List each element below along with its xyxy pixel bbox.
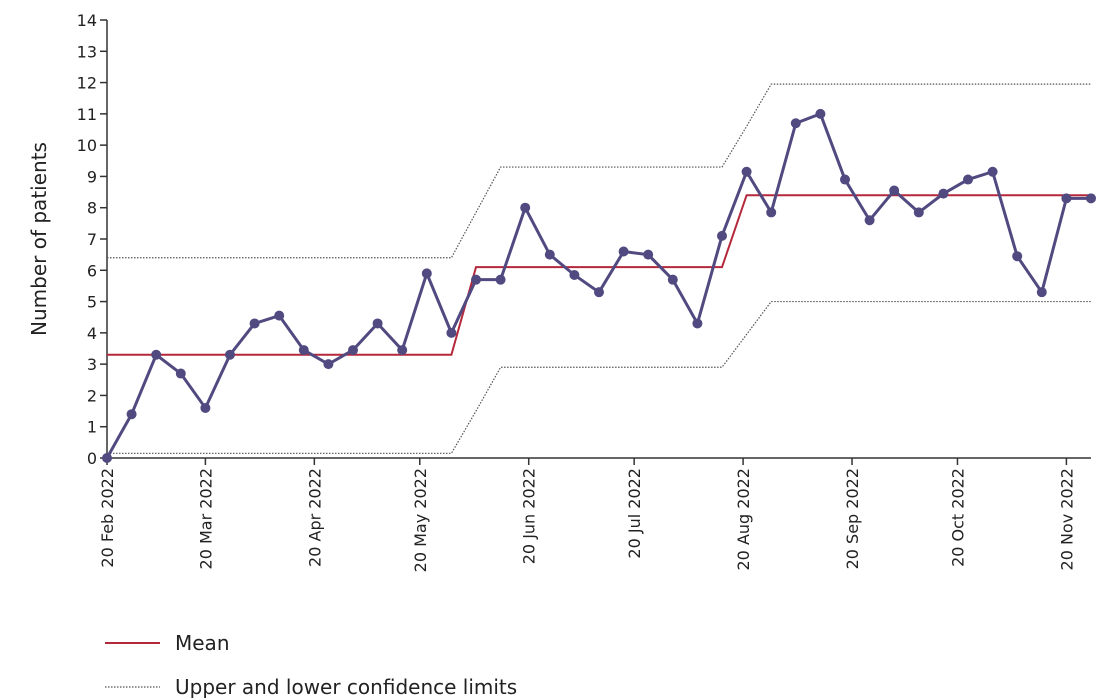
data-point	[889, 185, 900, 196]
data-point	[643, 249, 654, 260]
mean-line	[107, 194, 1091, 356]
data-point	[274, 310, 285, 321]
y-tick-label: 9	[87, 167, 97, 186]
y-tick-label: 11	[77, 105, 97, 124]
y-tick-label: 1	[87, 418, 97, 437]
data-point	[1036, 287, 1047, 298]
x-tick-label: 20 Feb 2022	[98, 468, 117, 568]
data-point	[372, 318, 383, 329]
data-point	[151, 349, 162, 360]
data-point	[249, 318, 260, 329]
data-point	[471, 274, 481, 285]
data-point	[987, 166, 998, 177]
data-point	[544, 249, 555, 260]
data-point	[200, 402, 211, 413]
y-tick-label: 0	[87, 449, 97, 468]
y-axis-label: Number of patients	[27, 142, 51, 336]
y-tick-label: 2	[87, 386, 97, 405]
data-point	[225, 349, 235, 360]
y-tick-label: 13	[77, 42, 97, 61]
y-tick-label: 7	[87, 230, 97, 249]
x-tick-label: 20 Oct 2022	[948, 468, 967, 567]
x-tick-label: 20 Apr 2022	[305, 468, 324, 567]
y-tick-label: 14	[77, 11, 97, 30]
x-tick-label: 20 Aug 2022	[734, 468, 753, 571]
data-point	[815, 108, 826, 119]
data-point	[348, 345, 358, 356]
x-tick-label: 20 Mar 2022	[196, 468, 215, 569]
data-point	[397, 345, 408, 356]
y-tick-label: 4	[87, 324, 97, 343]
data-point	[864, 215, 875, 226]
data-point	[692, 318, 703, 329]
data-point	[323, 359, 334, 370]
data-point	[298, 345, 309, 356]
data-point	[495, 274, 506, 285]
y-tick-label: 6	[87, 261, 97, 280]
x-tick-label: 20 Jun 2022	[520, 468, 539, 564]
data-point	[741, 166, 752, 177]
data-point	[446, 327, 457, 338]
x-tick-label: 20 Sep 2022	[843, 468, 862, 569]
data-point	[569, 269, 580, 280]
y-tick-label: 12	[77, 74, 97, 93]
y-tick-label: 8	[87, 199, 97, 218]
y-tick-label: 10	[77, 136, 97, 155]
y-tick-label: 5	[87, 293, 97, 312]
data-point	[938, 188, 949, 199]
data-point	[102, 453, 112, 463]
data-point	[667, 274, 678, 285]
data-point	[421, 268, 432, 279]
data-point	[126, 409, 137, 420]
data-point	[1061, 193, 1072, 204]
y-tick-label: 3	[87, 355, 97, 374]
data-point	[1012, 251, 1023, 262]
data-point	[766, 207, 777, 218]
data-point	[840, 174, 850, 185]
x-tick-label: 20 Nov 2022	[1057, 468, 1076, 570]
data-point	[790, 118, 801, 129]
data-line	[105, 111, 1091, 459]
x-tick-label: 20 May 2022	[411, 468, 430, 572]
legend-label: Upper and lower confidence limits	[175, 675, 517, 698]
data-point	[618, 246, 629, 257]
data-point	[913, 207, 924, 218]
data-point	[175, 368, 186, 379]
upper-limit	[107, 83, 1091, 259]
legend-label: Mean	[175, 631, 230, 655]
data-point	[1086, 193, 1096, 204]
x-tick-label: 20 Jul 2022	[625, 468, 644, 559]
data-point	[963, 174, 973, 185]
data-point	[520, 202, 531, 213]
data-point	[717, 230, 727, 241]
data-point	[594, 287, 604, 298]
